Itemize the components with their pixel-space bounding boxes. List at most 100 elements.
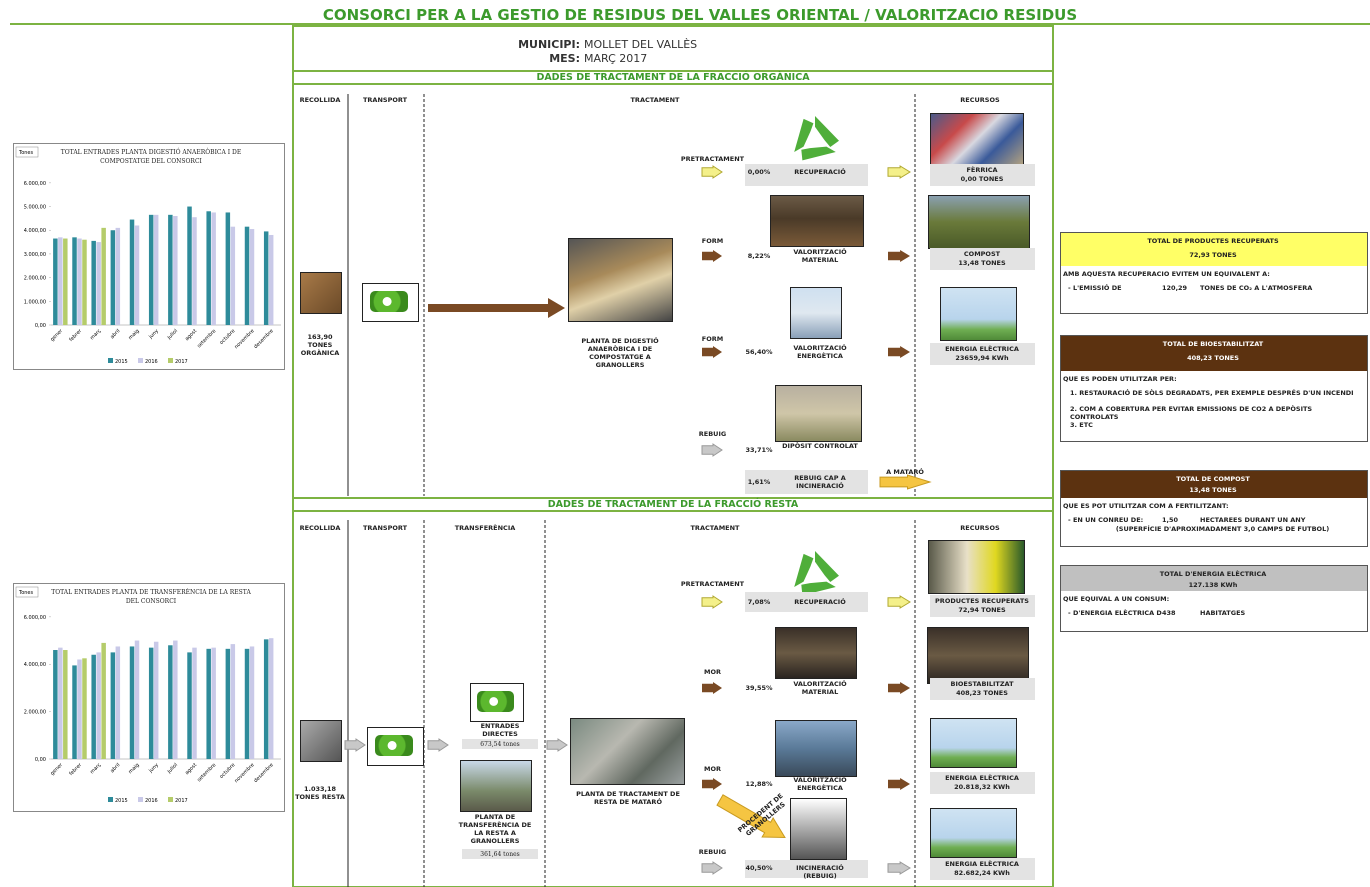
bar — [82, 240, 86, 325]
column-header: RECURSOS — [940, 524, 1020, 532]
summary-intro: QUE ES PODEN UTILITZAR PER: — [1063, 375, 1363, 383]
bar — [149, 648, 153, 759]
bar — [192, 217, 196, 325]
photo — [928, 195, 1030, 249]
summary-unit: TONES DE CO₂ A L'ATMOSFERA — [1200, 284, 1365, 292]
recycle-icon — [815, 116, 839, 147]
chart-title: TOTAL ENTRADES PLANTA DIGESTIÓ ANAERÒBIC… — [51, 148, 251, 166]
recycle-icon — [794, 119, 813, 152]
y-tick-label: 3.000,00 — [24, 252, 46, 258]
bar — [250, 646, 254, 759]
photo — [790, 798, 847, 860]
arrow — [888, 862, 910, 874]
row-label: FORM — [680, 335, 745, 343]
legend-label: 2016 — [145, 798, 158, 804]
recycle-icon — [794, 554, 813, 587]
y-tick-label: 4.000,00 — [24, 228, 46, 234]
resource-amount: 23659,94 KWh — [932, 354, 1032, 362]
y-tick-label: 2.000,00 — [24, 710, 46, 716]
mes: MARÇ 2017 — [584, 52, 784, 65]
list-item: 2. COM A COBERTURA PER EVITAR EMISSIONS … — [1070, 405, 1360, 421]
legend-swatch — [138, 358, 143, 363]
arrow — [702, 682, 722, 694]
summary-title: TOTAL DE COMPOST — [1060, 475, 1366, 483]
plant-name: PLANTA DE DIGESTIÓ ANAERÒBICA I DE COMPO… — [580, 337, 660, 369]
summary-total: 408,23 TONES — [1060, 354, 1366, 362]
percentage: 40,50% — [742, 864, 776, 872]
bar — [187, 652, 191, 759]
bar — [130, 646, 134, 759]
bar — [135, 641, 139, 759]
truck-icon — [367, 727, 424, 766]
percentage: 39,55% — [742, 684, 776, 692]
column-header: RECURSOS — [940, 96, 1020, 104]
percentage: 12,88% — [742, 780, 776, 788]
legend-swatch — [108, 797, 113, 802]
y-tick-label: 0,00 — [35, 757, 46, 763]
bar — [101, 643, 105, 759]
resource: ENERGIA ELÈCTRICA — [932, 860, 1032, 868]
summary-note: (SUPERFÍCIE D'APROXIMADAMENT 3,0 CAMPS D… — [1080, 525, 1365, 533]
bar — [53, 239, 57, 325]
photo — [790, 287, 842, 339]
resource: ENERGIA ELÈCTRICA — [932, 345, 1032, 353]
bar — [72, 237, 76, 325]
bar — [231, 644, 235, 759]
list-item: 1. RESTAURACIÓ DE SÒLS DEGRADATS, PER EX… — [1070, 389, 1360, 397]
bar — [264, 639, 268, 759]
bar — [226, 212, 230, 325]
bar — [72, 665, 76, 759]
arrow — [888, 682, 910, 694]
bar — [226, 649, 230, 759]
summary-title: TOTAL D'ENERGIA ELÈCTRICA — [1060, 570, 1366, 578]
summary-item: - D'ENERGIA ELÈCTRICA D — [1068, 609, 1168, 617]
bar — [245, 649, 249, 759]
summary-title: TOTAL DE PRODUCTES RECUPERATS — [1060, 237, 1366, 245]
y-tick-label: 6.000,00 — [24, 181, 46, 187]
percentage: 0,00% — [742, 168, 776, 176]
bar — [264, 231, 268, 325]
summary-total: 13,48 TONES — [1060, 486, 1366, 494]
photo — [775, 627, 857, 679]
bar — [96, 242, 100, 325]
truck-icon — [470, 683, 524, 722]
legend-swatch — [168, 358, 173, 363]
column-header: TRACTAMENT — [675, 524, 755, 532]
resource: BIOESTABILITZAT — [932, 680, 1032, 688]
resource: PRODUCTES RECUPERATS — [932, 597, 1032, 605]
summary-amount: 1,50 — [1162, 516, 1202, 524]
arrow — [702, 166, 722, 178]
transfer-label: ENTRADES DIRECTES — [462, 722, 538, 738]
row-label: MOR — [680, 765, 745, 773]
y-tick-label: 2.000,00 — [24, 276, 46, 282]
input-amount: 163,90 TONES ORGÀNICA — [295, 333, 345, 357]
bar — [82, 658, 86, 759]
input-amount: 1.033,18 TONES RESTA — [295, 785, 345, 801]
transfer-label: PLANTA DE TRANSFERÈNCIA DE LA RESTA A GR… — [458, 813, 532, 845]
summary-amount: 438 — [1162, 609, 1202, 617]
legend-swatch — [168, 797, 173, 802]
arrow — [345, 739, 365, 751]
bar — [231, 227, 235, 325]
bar — [116, 646, 120, 759]
bar — [192, 648, 196, 759]
section-title: DADES DE TRACTAMENT DE LA FRACCIÓ RESTA — [400, 499, 946, 511]
bar — [250, 229, 254, 325]
bar — [168, 645, 172, 759]
resource-amount: 82.682,24 KWh — [932, 869, 1032, 877]
percentage: 8,22% — [742, 252, 776, 260]
process: RECUPERACIÓ — [780, 598, 860, 606]
bar — [168, 215, 172, 325]
summary-item: - L'EMISSIÓ DE — [1068, 284, 1168, 292]
percentage: 1,61% — [742, 478, 776, 486]
row-label: REBUIG — [680, 848, 745, 856]
bar — [101, 228, 105, 325]
arrow — [702, 346, 722, 358]
resource: FÈRRICA — [932, 166, 1032, 174]
summary-unit: HECTAREES DURANT UN ANY — [1200, 516, 1365, 524]
bar — [187, 207, 191, 325]
truck-body — [370, 291, 409, 311]
percentage: 33,71% — [742, 446, 776, 454]
bar — [173, 641, 177, 759]
resource-amount: 20.818,32 KWh — [932, 783, 1032, 791]
